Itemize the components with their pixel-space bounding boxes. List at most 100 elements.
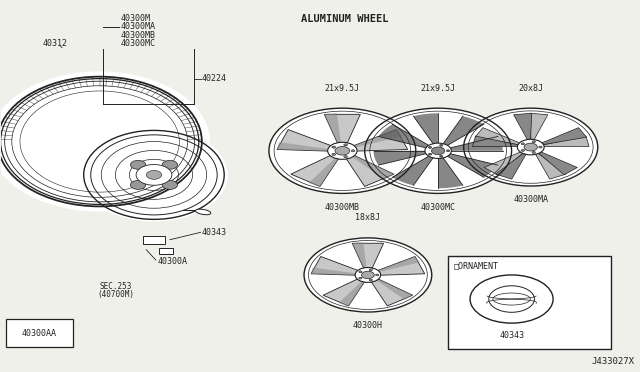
Circle shape: [466, 109, 596, 185]
Circle shape: [162, 180, 177, 189]
Circle shape: [470, 275, 553, 323]
Circle shape: [359, 277, 362, 279]
Polygon shape: [378, 257, 420, 272]
Circle shape: [489, 286, 534, 312]
Text: ALUMINUM WHEEL: ALUMINUM WHEEL: [301, 14, 388, 24]
Circle shape: [306, 239, 430, 311]
Polygon shape: [542, 128, 586, 145]
Text: 21x9.5J: 21x9.5J: [420, 84, 456, 93]
Ellipse shape: [80, 128, 228, 222]
Circle shape: [332, 153, 335, 155]
Circle shape: [524, 143, 538, 151]
Circle shape: [136, 164, 172, 185]
Circle shape: [521, 143, 525, 145]
Text: 40300AA: 40300AA: [22, 329, 56, 338]
Polygon shape: [277, 142, 328, 151]
Polygon shape: [472, 136, 518, 147]
Polygon shape: [346, 155, 394, 186]
Ellipse shape: [195, 209, 211, 215]
Circle shape: [335, 147, 349, 155]
Text: 40300MA: 40300MA: [513, 195, 548, 204]
Polygon shape: [514, 113, 532, 140]
Text: (40700M): (40700M): [97, 290, 134, 299]
Circle shape: [344, 155, 348, 158]
Circle shape: [376, 274, 379, 276]
Circle shape: [131, 160, 146, 169]
Polygon shape: [484, 152, 523, 175]
Polygon shape: [413, 113, 438, 144]
Text: J433027X: J433027X: [591, 357, 634, 366]
Text: 40300H: 40300H: [353, 321, 383, 330]
Polygon shape: [392, 156, 433, 186]
Polygon shape: [354, 129, 403, 147]
Polygon shape: [277, 129, 331, 151]
FancyBboxPatch shape: [6, 320, 73, 347]
Text: 40312: 40312: [42, 39, 67, 48]
Text: 40300MC: 40300MC: [420, 203, 456, 212]
Polygon shape: [352, 242, 367, 268]
Circle shape: [517, 139, 544, 155]
Polygon shape: [530, 113, 548, 140]
Polygon shape: [324, 113, 341, 143]
Circle shape: [162, 160, 177, 169]
Circle shape: [521, 150, 525, 151]
Polygon shape: [539, 152, 577, 175]
Circle shape: [532, 141, 536, 143]
Polygon shape: [311, 267, 355, 275]
Polygon shape: [447, 154, 498, 177]
FancyBboxPatch shape: [448, 256, 611, 349]
Polygon shape: [352, 155, 394, 180]
Circle shape: [369, 279, 372, 281]
Circle shape: [328, 142, 357, 159]
Polygon shape: [438, 158, 463, 188]
Text: 40224: 40224: [202, 74, 227, 83]
Circle shape: [362, 271, 374, 279]
FancyBboxPatch shape: [143, 236, 165, 244]
Circle shape: [532, 151, 536, 153]
Circle shape: [131, 180, 146, 189]
Polygon shape: [475, 128, 520, 145]
Polygon shape: [444, 116, 484, 145]
Circle shape: [539, 146, 542, 148]
Polygon shape: [536, 154, 566, 179]
Polygon shape: [354, 129, 408, 151]
Circle shape: [147, 170, 162, 179]
Text: 40343: 40343: [202, 228, 227, 237]
Circle shape: [440, 144, 443, 146]
Text: 40300M: 40300M: [121, 14, 151, 23]
Circle shape: [431, 147, 445, 155]
Polygon shape: [378, 124, 429, 148]
Polygon shape: [374, 151, 426, 165]
FancyBboxPatch shape: [159, 247, 173, 254]
Polygon shape: [324, 114, 360, 143]
Text: 40300MC: 40300MC: [121, 39, 156, 48]
Text: 40343: 40343: [499, 331, 524, 340]
Polygon shape: [495, 154, 526, 179]
Circle shape: [425, 143, 451, 158]
Text: 40300MB: 40300MB: [121, 31, 156, 40]
Text: SEC.253: SEC.253: [99, 282, 132, 291]
Text: 20x8J: 20x8J: [518, 84, 543, 93]
Circle shape: [367, 109, 509, 192]
Polygon shape: [371, 279, 413, 306]
Circle shape: [344, 144, 348, 146]
Circle shape: [369, 269, 372, 271]
Polygon shape: [291, 155, 339, 186]
Circle shape: [271, 109, 413, 192]
Polygon shape: [308, 158, 339, 186]
Ellipse shape: [0, 71, 210, 212]
Polygon shape: [376, 279, 413, 300]
Polygon shape: [543, 136, 589, 147]
Polygon shape: [323, 279, 364, 306]
Text: 40300MA: 40300MA: [121, 22, 156, 31]
Text: 21x9.5J: 21x9.5J: [325, 84, 360, 93]
Text: 40300A: 40300A: [157, 257, 187, 266]
Circle shape: [447, 150, 450, 152]
Circle shape: [440, 155, 443, 157]
Circle shape: [429, 147, 432, 148]
Polygon shape: [352, 243, 383, 268]
Polygon shape: [311, 257, 358, 275]
Circle shape: [351, 150, 355, 152]
Circle shape: [332, 146, 335, 148]
Circle shape: [429, 153, 432, 155]
